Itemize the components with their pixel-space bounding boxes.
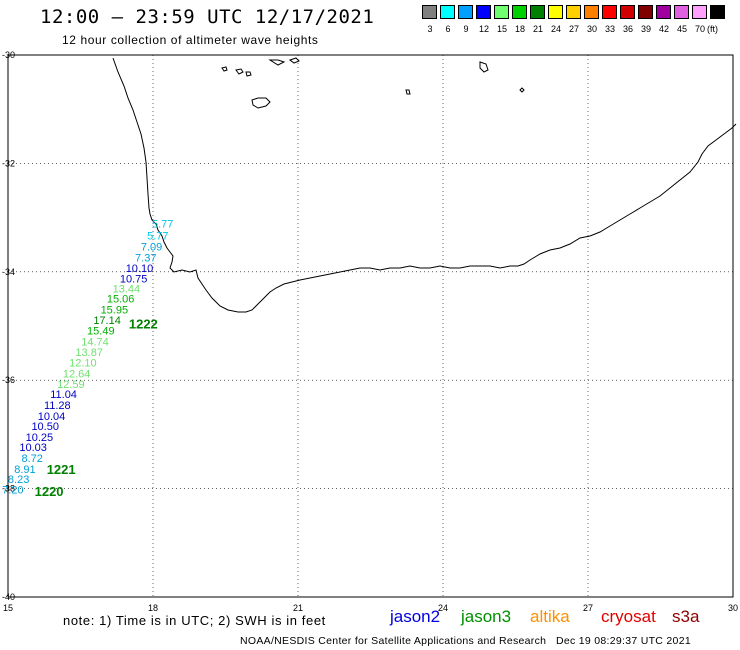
swh-value-label: 15.49 xyxy=(87,326,115,338)
swh-value-label: 10.10 xyxy=(126,263,154,275)
swh-value-label: 10.25 xyxy=(26,432,54,444)
island xyxy=(405,89,411,95)
swh-value-label: 7.20 xyxy=(2,484,23,496)
swh-value-label: 12.59 xyxy=(57,379,85,391)
time-label: 1221 xyxy=(47,462,76,477)
island xyxy=(245,71,252,77)
swh-value-label: 10.50 xyxy=(31,421,59,433)
lon-tick-label: 24 xyxy=(438,603,448,613)
legend-swatch xyxy=(548,5,563,19)
map-title: 12:00 – 23:59 UTC 12/17/2021 xyxy=(40,6,375,28)
swh-value-label: 10.03 xyxy=(19,442,47,454)
south-africa-coastline xyxy=(112,57,737,313)
island xyxy=(288,57,300,64)
swh-value-label: 8.23 xyxy=(8,474,29,486)
legend-label: 6 xyxy=(445,24,451,34)
lon-tick-label: 30 xyxy=(728,603,738,613)
satellite-name: s3a xyxy=(672,607,700,626)
island xyxy=(479,61,489,73)
swh-value-label: 11.28 xyxy=(44,400,71,412)
legend-swatch xyxy=(602,5,617,19)
altimeter-track: 5.775.777.097.3710.1010.7513.4415.0615.9… xyxy=(2,218,173,499)
legend-swatch xyxy=(422,5,437,19)
time-label: 1222 xyxy=(129,317,158,332)
legend-swatch xyxy=(584,5,599,19)
legend-swatch xyxy=(674,5,689,19)
swh-value-label: 5.77 xyxy=(152,218,173,230)
lat-tick-label: -36 xyxy=(2,375,15,385)
legend-label: 21 xyxy=(532,24,543,34)
lat-tick-label: -38 xyxy=(2,484,15,494)
lon-tick-label: 15 xyxy=(3,603,13,613)
legend-label: 3 xyxy=(427,24,433,34)
legend-swatch xyxy=(530,5,545,19)
legend-swatch xyxy=(566,5,581,19)
swh-value-label: 12.64 xyxy=(63,368,91,380)
legend-label: 9 xyxy=(463,24,469,34)
axis-tick-labels: 15 18 21 24 27 30 -30 -32 -34 -36 -38 -40 xyxy=(2,50,738,613)
legend-swatch xyxy=(638,5,653,19)
swh-value-label: 13.44 xyxy=(113,283,141,295)
footer-credit: NOAA/NESDIS Center for Satellite Applica… xyxy=(240,635,691,647)
swh-value-label: 15.95 xyxy=(101,305,129,317)
legend-swatch xyxy=(710,5,725,19)
footer-note: note: 1) Time is in UTC; 2) SWH is in fe… xyxy=(63,613,326,628)
lon-tick-label: 18 xyxy=(148,603,158,613)
lat-tick-label: -40 xyxy=(2,592,15,602)
satellite-name: altika xyxy=(530,607,570,626)
legend-swatch xyxy=(692,5,707,19)
coastline xyxy=(112,57,737,313)
swh-value-label: 5.77 xyxy=(147,230,168,242)
satellite-name: cryosat xyxy=(601,607,656,626)
legend-swatch xyxy=(476,5,491,19)
legend-unit: (ft) xyxy=(707,24,718,34)
legend-label: 24 xyxy=(550,24,561,34)
swh-value-label: 8.72 xyxy=(21,453,42,465)
swh-value-label: 7.37 xyxy=(135,253,156,265)
legend-swatch xyxy=(620,5,635,19)
legend-label: 39 xyxy=(640,24,651,34)
legend-swatch xyxy=(458,5,473,19)
lon-tick-label: 21 xyxy=(293,603,303,613)
island xyxy=(251,97,271,109)
satellite-name: jason2 xyxy=(390,607,441,626)
swh-value-label: 12.10 xyxy=(69,358,97,370)
legend-swatch xyxy=(494,5,509,19)
legend-swatch xyxy=(512,5,527,19)
legend-label: 45 xyxy=(676,24,687,34)
time-label: 1220 xyxy=(35,484,64,499)
legend-label: 27 xyxy=(568,24,579,34)
lat-lon-grid xyxy=(7,54,734,598)
satellite-name: jason3 xyxy=(461,607,512,626)
island xyxy=(268,59,286,66)
swh-value-label: 15.06 xyxy=(107,294,135,306)
lat-tick-label: -34 xyxy=(2,267,15,277)
legend-label: 36 xyxy=(622,24,633,34)
swh-value-label: 7.09 xyxy=(141,242,162,254)
island xyxy=(221,66,228,72)
island xyxy=(235,68,244,75)
swh-value-label: 10.75 xyxy=(120,274,148,286)
legend-label: 18 xyxy=(514,24,525,34)
legend-label: 33 xyxy=(604,24,615,34)
legend-swatch xyxy=(656,5,671,19)
lat-tick-label: -30 xyxy=(2,50,15,60)
map-subtitle: 12 hour collection of altimeter wave hei… xyxy=(62,33,319,47)
swh-value-label: 14.74 xyxy=(81,337,109,349)
legend-label: 12 xyxy=(478,24,489,34)
lat-tick-label: -32 xyxy=(2,158,15,168)
swh-value-label: 11.04 xyxy=(50,389,77,401)
legend-label: 70 xyxy=(694,24,705,34)
swh-value-label: 8.91 xyxy=(14,464,35,476)
swh-value-label: 13.87 xyxy=(75,347,103,359)
legend-label: 30 xyxy=(586,24,597,34)
island xyxy=(519,87,525,93)
legend-label: 42 xyxy=(658,24,669,34)
swh-value-label: 17.14 xyxy=(93,315,121,327)
legend-swatch xyxy=(440,5,455,19)
lon-tick-label: 27 xyxy=(583,603,593,613)
legend-label: 15 xyxy=(496,24,507,34)
swh-value-label: 10.04 xyxy=(38,411,66,423)
